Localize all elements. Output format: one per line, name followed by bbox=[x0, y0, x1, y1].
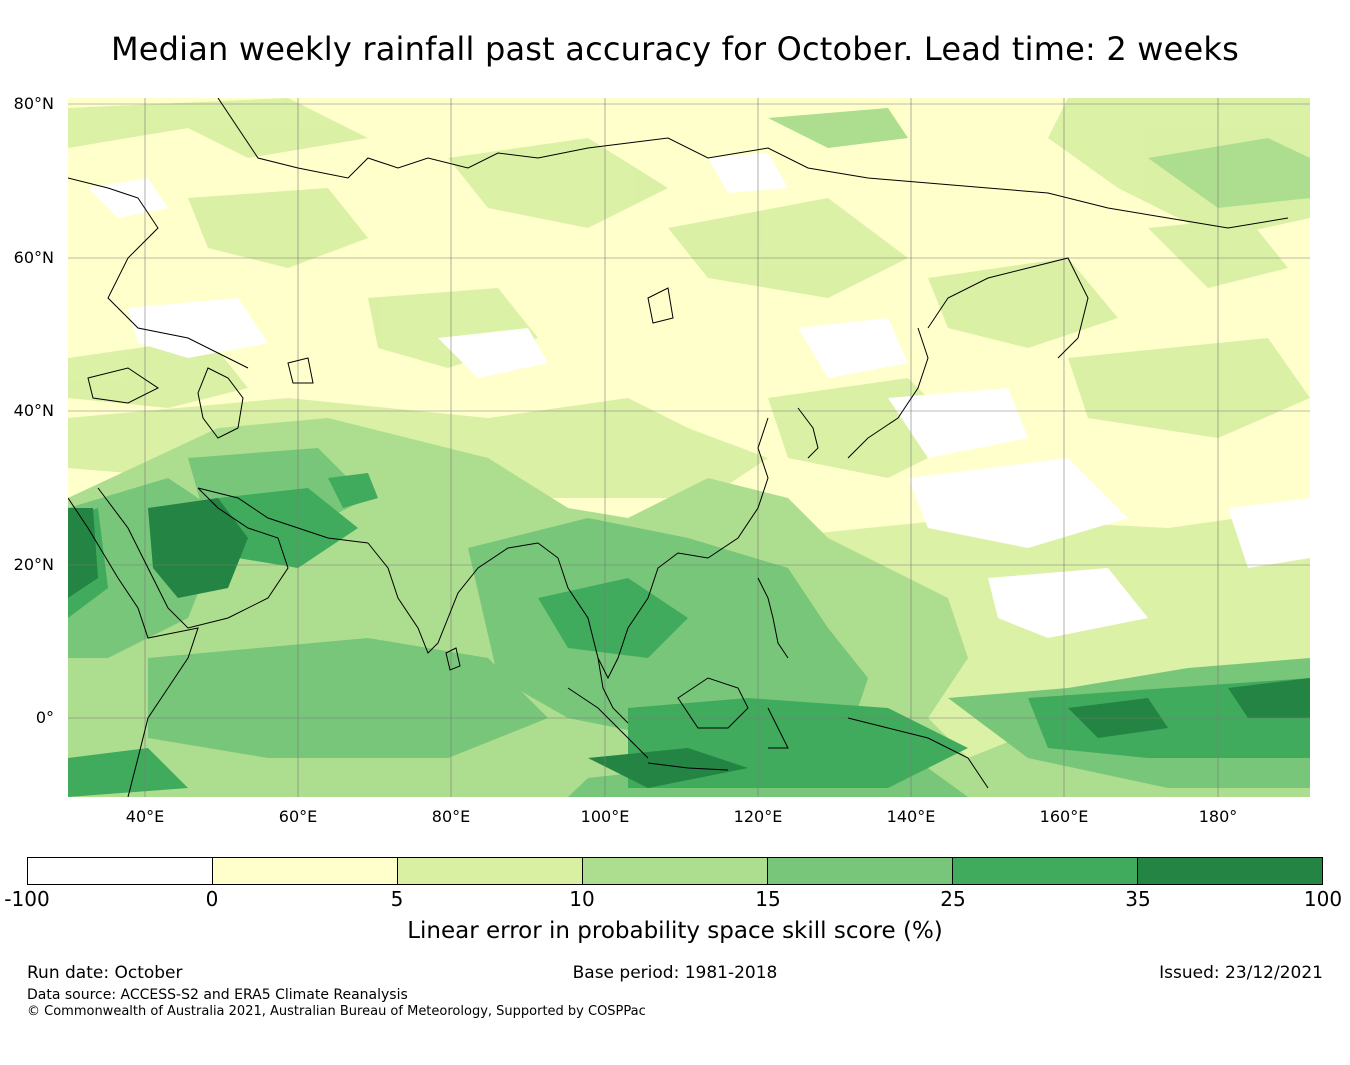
colorbar-segment bbox=[953, 858, 1138, 884]
colorbar-segment bbox=[213, 858, 398, 884]
lon-label-120e: 120°E bbox=[733, 807, 783, 826]
colorbar-label: Linear error in probability space skill … bbox=[407, 918, 943, 944]
lon-label-100e: 100°E bbox=[580, 807, 630, 826]
lon-label-160e: 160°E bbox=[1039, 807, 1089, 826]
graticule bbox=[68, 98, 1310, 797]
coastlines bbox=[68, 98, 1289, 797]
skill-score-map bbox=[68, 98, 1310, 797]
colorbar-tick: 5 bbox=[390, 887, 404, 911]
region-negative-skill bbox=[88, 153, 1310, 638]
lat-label-0: 0° bbox=[35, 708, 54, 727]
colorbar-segment bbox=[768, 858, 953, 884]
lon-label-140e: 140°E bbox=[886, 807, 936, 826]
colorbar-segment bbox=[1138, 858, 1322, 884]
lat-label-20n: 20°N bbox=[13, 555, 54, 574]
copyright: © Commonwealth of Australia 2021, Austra… bbox=[27, 1004, 646, 1019]
map-canvas bbox=[68, 98, 1310, 797]
region-level-35-100 bbox=[68, 498, 1310, 788]
data-source: Data source: ACCESS-S2 and ERA5 Climate … bbox=[27, 987, 408, 1003]
lon-label-40e: 40°E bbox=[125, 807, 165, 826]
colorbar-tick: 10 bbox=[569, 887, 595, 911]
colorbar-segment bbox=[398, 858, 583, 884]
colorbar bbox=[27, 857, 1323, 885]
lon-label-60e: 60°E bbox=[278, 807, 318, 826]
colorbar-tick: 15 bbox=[755, 887, 781, 911]
colorbar-tick: 25 bbox=[940, 887, 966, 911]
chart-title: Median weekly rainfall past accuracy for… bbox=[110, 30, 1240, 68]
lat-label-60n: 60°N bbox=[13, 248, 54, 267]
issued-date: Issued: 23/12/2021 bbox=[1159, 963, 1323, 983]
lat-label-40n: 40°N bbox=[13, 401, 54, 420]
colorbar-tick: 0 bbox=[205, 887, 219, 911]
run-date: Run date: October bbox=[27, 963, 183, 983]
colorbar-tick: 100 bbox=[1303, 887, 1343, 911]
lat-label-80n: 80°N bbox=[13, 94, 54, 113]
region-level-25-35 bbox=[68, 473, 1310, 797]
colorbar-tick: 35 bbox=[1125, 887, 1151, 911]
colorbar-segment bbox=[28, 858, 213, 884]
lon-label-80e: 80°E bbox=[431, 807, 471, 826]
colorbar-tick: -100 bbox=[4, 887, 50, 911]
colorbar-segment bbox=[583, 858, 768, 884]
base-period: Base period: 1981-2018 bbox=[572, 963, 778, 983]
lon-label-180: 180° bbox=[1198, 807, 1238, 826]
